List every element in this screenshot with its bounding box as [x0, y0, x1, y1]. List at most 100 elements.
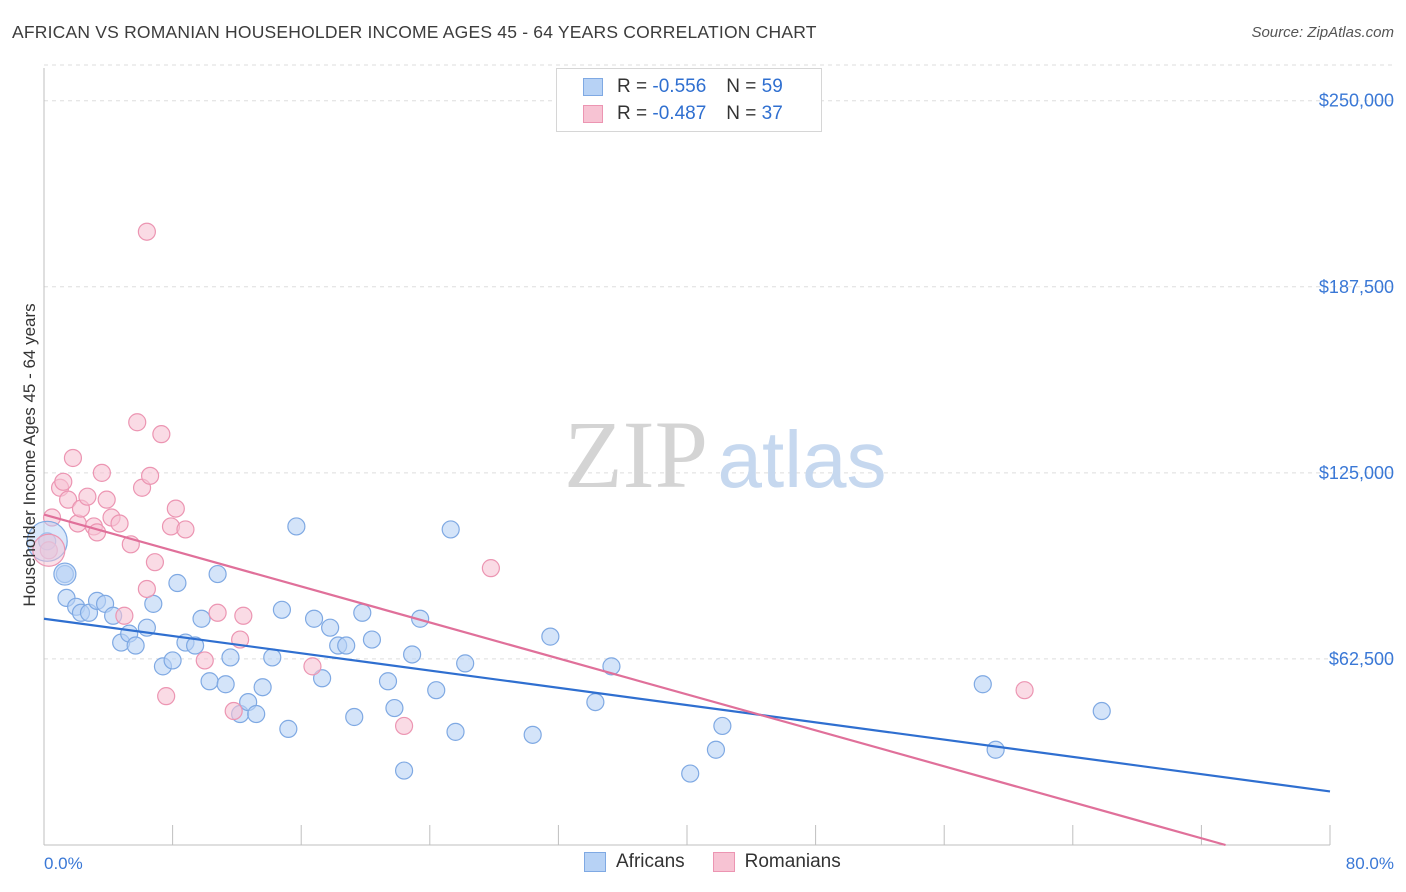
romanians-r-value: -0.487 — [652, 103, 707, 124]
african-point — [378, 672, 398, 691]
africans-r-value: -0.556 — [652, 76, 707, 97]
african-point — [186, 636, 205, 655]
african-point — [394, 761, 414, 780]
romanian-point — [137, 222, 156, 241]
romanians-legend-label: Romanians — [744, 851, 841, 872]
african-point — [385, 698, 404, 718]
african-point — [362, 630, 382, 649]
african-point — [168, 573, 187, 593]
romanian-point — [234, 606, 253, 625]
african-point — [427, 681, 446, 700]
africans-legend-swatch — [584, 852, 606, 872]
african-point — [706, 740, 726, 759]
source-label: Source: ZipAtlas.com — [1251, 24, 1394, 41]
n-label: N = — [726, 103, 757, 124]
watermark-atlas: atlas — [718, 415, 887, 504]
romanians-swatch — [583, 105, 603, 123]
african-point — [253, 678, 272, 697]
romanians-n-value: 37 — [761, 103, 783, 124]
african-point — [247, 704, 266, 724]
african-point — [321, 618, 340, 637]
watermark-zip: ZIP — [564, 401, 708, 508]
romanian-point — [166, 499, 185, 518]
african-point — [456, 654, 475, 673]
african-point — [973, 675, 992, 694]
romanian-point — [87, 523, 107, 542]
african-point — [279, 719, 298, 738]
african-point — [272, 600, 292, 619]
y-tick-label: $250,000 — [1319, 91, 1394, 111]
romanian-point — [92, 463, 111, 482]
r-label: R = — [617, 103, 648, 124]
romanian-point — [481, 559, 500, 578]
african-point — [200, 672, 219, 691]
points-layer — [26, 222, 1111, 783]
african-point — [353, 603, 372, 622]
african-point — [126, 636, 145, 655]
african-point — [208, 564, 227, 584]
romanian-point — [140, 466, 160, 485]
africans-legend-label: Africans — [616, 851, 685, 872]
romanians-trend-line — [43, 513, 1226, 847]
african-point — [216, 675, 235, 694]
romanian-point — [224, 701, 243, 721]
romanian-point — [110, 514, 129, 533]
african-point — [1092, 701, 1111, 721]
african-point — [192, 609, 211, 628]
grid-lines — [44, 64, 1394, 660]
africans-swatch — [583, 78, 603, 96]
romanian-point-cluster — [32, 533, 66, 567]
african-point — [263, 648, 282, 667]
y-tick-label: $62,500 — [1329, 649, 1394, 669]
y-axis-label: Householder Income Ages 45 - 64 years — [20, 303, 39, 606]
legend-item-romanians[interactable]: Romanians — [712, 851, 841, 873]
african-point — [312, 669, 332, 688]
african-point — [287, 517, 306, 536]
african-point — [681, 764, 700, 783]
romanian-point — [157, 687, 176, 706]
y-tick-label: $125,000 — [1319, 463, 1394, 483]
african-point — [441, 520, 460, 539]
african-point — [586, 692, 605, 712]
romanian-point — [303, 657, 322, 676]
african-point — [304, 609, 324, 628]
r-label: R = — [617, 76, 648, 97]
romanian-point — [394, 716, 414, 736]
african-point — [345, 707, 364, 727]
romanian-point — [128, 413, 147, 432]
n-label: N = — [726, 76, 757, 97]
chart-title: AFRICAN VS ROMANIAN HOUSEHOLDER INCOME A… — [12, 22, 817, 42]
african-point — [446, 722, 465, 741]
x-axis-ticks — [43, 825, 1331, 845]
legend-row-romanians: R = -0.487 N = 37 — [583, 102, 783, 126]
african-point — [602, 657, 621, 676]
legend-item-africans[interactable]: Africans — [584, 851, 685, 873]
romanian-point — [137, 579, 156, 599]
romanian-point — [1015, 681, 1034, 700]
x-tick-label-min: 0.0% — [44, 854, 83, 873]
y-tick-label: $187,500 — [1319, 277, 1394, 297]
romanian-point — [78, 487, 97, 506]
african-point — [986, 740, 1005, 759]
romanian-point — [59, 490, 78, 509]
africans-n-value: 59 — [761, 76, 783, 97]
romanian-point — [63, 448, 83, 468]
romanian-point — [152, 425, 171, 444]
romanians-legend-swatch — [712, 852, 735, 872]
trend-lines — [43, 513, 1331, 847]
african-point — [163, 651, 182, 670]
series-legend: Africans Romanians — [584, 851, 869, 873]
african-point — [337, 636, 356, 655]
legend-row-africans: R = -0.556 N = 59 — [583, 75, 783, 99]
african-point — [713, 716, 732, 736]
romanian-point — [145, 553, 165, 572]
romanian-point — [176, 520, 195, 539]
romanian-point — [97, 490, 116, 509]
romanian-point — [115, 606, 134, 625]
romanian-point — [195, 651, 214, 670]
romanian-point — [208, 603, 227, 622]
correlation-legend: R = -0.556 N = 59 R = -0.487 N = 37 — [556, 68, 822, 132]
romanian-point — [54, 472, 73, 491]
african-point — [523, 725, 542, 744]
